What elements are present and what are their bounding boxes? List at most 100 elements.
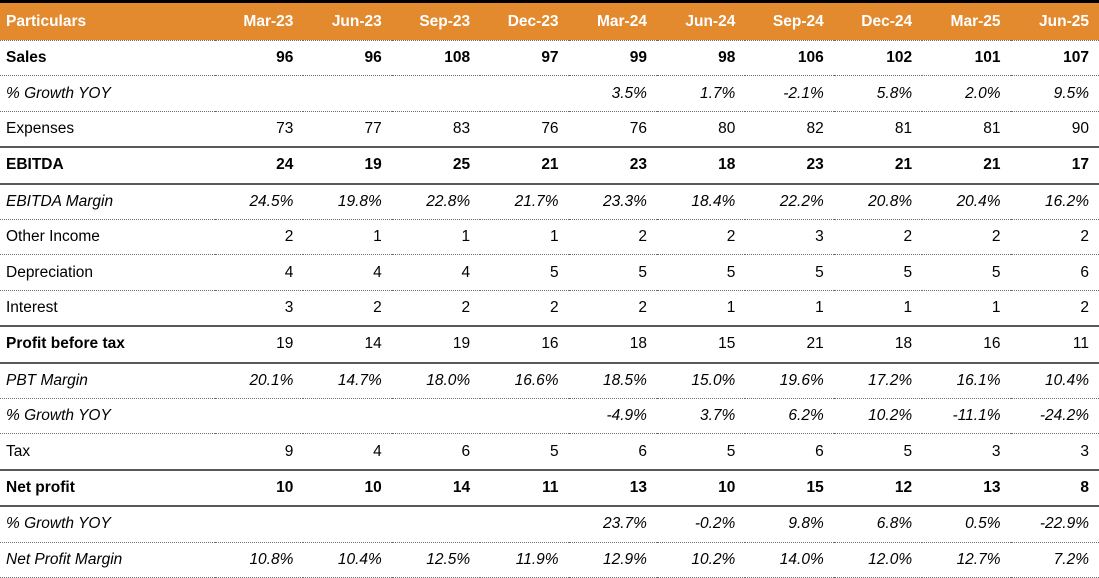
value-cell: 12.0% (833, 542, 923, 578)
value-cell: 6 (745, 433, 834, 471)
header-cell-period: Sep-23 (391, 0, 481, 41)
value-cell: 80 (656, 111, 746, 149)
value-cell: 23.3% (568, 183, 657, 220)
value-cell: 81 (922, 111, 1011, 149)
value-cell: 15.0% (656, 362, 746, 399)
value-cell: 5 (833, 433, 923, 471)
header-cell-period: Mar-23 (215, 0, 304, 41)
value-cell: 4 (303, 433, 392, 471)
header-cell-period: Mar-25 (922, 0, 1011, 41)
value-cell: 13 (568, 469, 657, 508)
value-cell: 16 (922, 326, 1011, 364)
value-cell (480, 506, 569, 543)
value-cell: -22.9% (1010, 506, 1099, 543)
value-cell: 107 (1010, 40, 1099, 77)
value-cell: 1 (391, 219, 481, 256)
value-cell: 12 (833, 469, 923, 508)
value-cell: 16.1% (922, 362, 1011, 399)
header-cell-period: Jun-24 (656, 0, 746, 41)
value-cell (303, 506, 392, 543)
value-cell: 14.0% (745, 542, 834, 578)
header-cell-period: Mar-24 (568, 0, 657, 41)
value-cell: 5 (656, 433, 746, 471)
value-cell: 83 (391, 111, 481, 149)
value-cell: 101 (922, 40, 1011, 77)
value-cell: 12.9% (568, 542, 657, 578)
value-cell: -2.1% (745, 75, 834, 112)
value-cell: 3 (745, 219, 834, 256)
value-cell: 76 (568, 111, 657, 149)
value-cell: 19.6% (745, 362, 834, 399)
value-cell: 10.8% (215, 542, 304, 578)
value-cell: 24.5% (215, 183, 304, 220)
value-cell: 2 (1010, 290, 1099, 328)
value-cell: 10.4% (303, 542, 392, 578)
table-row: EBITDA Margin 24.5% 19.8% 22.8% 21.7% 23.3% 18… (0, 183, 1099, 220)
value-cell: 19.8% (303, 183, 392, 220)
value-cell: 5 (480, 254, 569, 291)
value-cell: 2 (391, 290, 481, 328)
table-row: Expenses 73 77 83 76 76 80 82 81 81 90 (0, 111, 1099, 149)
table-row: Sales 96 96 108 97 99 98 106 102 101 107 (0, 40, 1099, 77)
value-cell: 98 (656, 40, 746, 77)
row-label: % Growth YOY (0, 506, 215, 543)
value-cell: 6 (568, 433, 657, 471)
value-cell: 76 (480, 111, 569, 149)
row-label: Tax (0, 433, 215, 471)
row-label: Depreciation (0, 254, 215, 291)
value-cell: 10 (656, 469, 746, 508)
value-cell (480, 398, 569, 435)
value-cell: 7.2% (1010, 542, 1099, 578)
value-cell: 4 (303, 254, 392, 291)
value-cell (391, 75, 481, 112)
value-cell: 18 (656, 147, 746, 185)
value-cell: -4.9% (568, 398, 657, 435)
value-cell: 5 (480, 433, 569, 471)
value-cell: 5 (922, 254, 1011, 291)
value-cell: 4 (391, 254, 481, 291)
table-row: EBITDA 24 19 25 21 23 18 23 21 21 17 (0, 147, 1099, 185)
value-cell: 22.2% (745, 183, 834, 220)
value-cell: 14.7% (303, 362, 392, 399)
value-cell: 21.7% (480, 183, 569, 220)
header-cell-period: Dec-23 (480, 0, 569, 41)
value-cell: 21 (480, 147, 569, 185)
value-cell: 10 (215, 469, 304, 508)
value-cell: 4 (215, 254, 304, 291)
value-cell: 20.4% (922, 183, 1011, 220)
value-cell: 8 (1010, 469, 1099, 508)
value-cell: 20.1% (215, 362, 304, 399)
value-cell: 3.7% (656, 398, 746, 435)
value-cell: 108 (391, 40, 481, 77)
value-cell: 17.2% (833, 362, 923, 399)
row-label: Interest (0, 290, 215, 328)
value-cell: 12.7% (922, 542, 1011, 578)
table-row: Net Profit Margin 10.8% 10.4% 12.5% 11.9% 12.… (0, 542, 1099, 578)
value-cell: 25 (391, 147, 481, 185)
row-label: Other Income (0, 219, 215, 256)
value-cell: 2 (568, 219, 657, 256)
row-label: % Growth YOY (0, 398, 215, 435)
table-row: Tax 9 4 6 5 6 5 6 5 3 3 (0, 433, 1099, 471)
value-cell: 2 (1010, 219, 1099, 256)
table-row: Other Income 2 1 1 1 2 2 3 2 2 2 (0, 219, 1099, 256)
value-cell: 102 (833, 40, 923, 77)
header-cell-period: Jun-23 (303, 0, 392, 41)
value-cell: 23 (745, 147, 834, 185)
row-label: % Growth YOY (0, 75, 215, 112)
row-label: EBITDA Margin (0, 183, 215, 220)
value-cell: -0.2% (656, 506, 746, 543)
value-cell: 24 (215, 147, 304, 185)
value-cell: 18.5% (568, 362, 657, 399)
row-label: Net profit (0, 469, 215, 508)
value-cell: 9.5% (1010, 75, 1099, 112)
value-cell: 19 (303, 147, 392, 185)
value-cell: 3.5% (568, 75, 657, 112)
value-cell: 12.5% (391, 542, 481, 578)
value-cell: 15 (745, 469, 834, 508)
value-cell: 3 (215, 290, 304, 328)
value-cell: 97 (480, 40, 569, 77)
value-cell: 1 (833, 290, 923, 328)
value-cell: 10.4% (1010, 362, 1099, 399)
value-cell: 1 (922, 290, 1011, 328)
